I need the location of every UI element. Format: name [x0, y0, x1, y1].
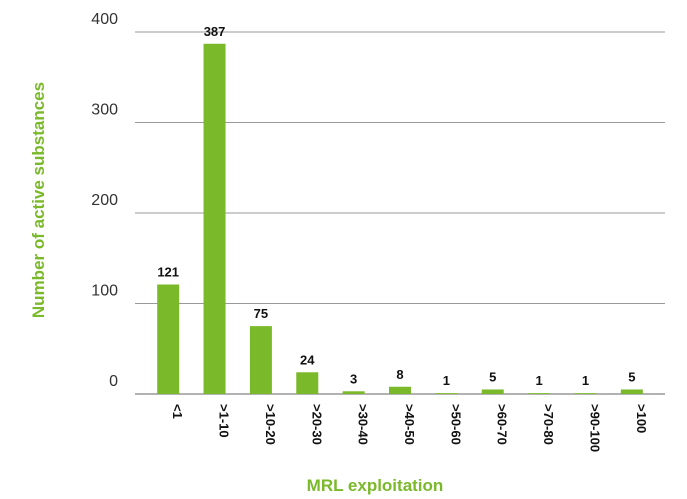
y-tick-label: 200 — [91, 192, 118, 209]
bar — [528, 393, 551, 394]
y-tick-label: 300 — [91, 102, 118, 119]
bar — [574, 393, 597, 394]
bar — [342, 391, 365, 394]
data-label: 5 — [489, 369, 496, 384]
data-label: 24 — [300, 352, 315, 367]
x-tick-label: >10-20 — [263, 404, 278, 445]
bar — [296, 372, 319, 394]
x-tick-label: >1-10 — [217, 404, 232, 438]
x-tick-label: >100 — [634, 404, 649, 433]
bar — [620, 389, 643, 394]
bar — [389, 386, 411, 394]
bar — [157, 284, 180, 394]
data-label: 121 — [157, 264, 179, 279]
data-label: 5 — [628, 369, 635, 384]
y-axis-title: Number of active substances — [29, 82, 48, 318]
data-label: 75 — [254, 306, 268, 321]
y-tick-label: 400 — [91, 11, 118, 28]
y-tick-label: 0 — [109, 373, 118, 390]
bar — [203, 43, 226, 394]
x-tick-label: >20-30 — [309, 404, 324, 445]
bar — [481, 389, 504, 394]
x-tick-label: >40-50 — [402, 404, 417, 445]
bar — [249, 326, 272, 394]
bar — [435, 393, 458, 394]
data-label: 3 — [350, 371, 357, 386]
data-label: 1 — [535, 373, 542, 388]
x-tick-label: <1 — [170, 404, 185, 419]
x-tick-label: >50-60 — [448, 404, 463, 445]
data-label: 387 — [204, 24, 226, 39]
x-axis-title: MRL exploitation — [307, 476, 444, 495]
x-tick-label: >30-40 — [356, 404, 371, 445]
x-tick-label: >60-70 — [495, 404, 510, 445]
data-label: 1 — [582, 373, 589, 388]
x-tick-label: >90-100 — [587, 404, 602, 452]
x-tick-label: >70-80 — [541, 404, 556, 445]
data-label: 1 — [443, 373, 450, 388]
data-label: 8 — [396, 367, 403, 382]
y-tick-label: 100 — [91, 283, 118, 300]
